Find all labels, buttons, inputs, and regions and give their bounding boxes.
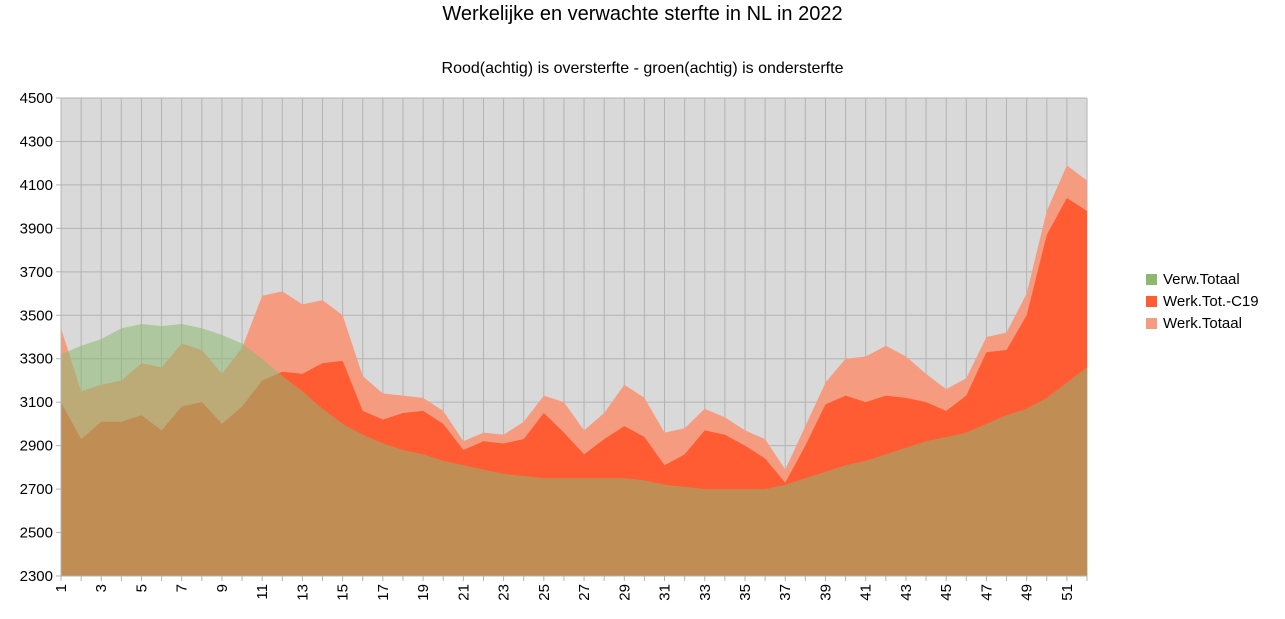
x-tick-label: 19 [415, 584, 432, 601]
x-tick-label: 45 [938, 584, 955, 601]
y-tick-label: 2900 [20, 438, 53, 455]
y-tick-label: 4500 [20, 90, 53, 107]
chart-title: Werkelijke en verwachte sterfte in NL in… [442, 3, 843, 25]
y-tick-label: 2500 [20, 525, 53, 542]
legend-swatch-werk-tot-c19 [1146, 295, 1157, 307]
x-tick-label: 7 [174, 584, 191, 592]
x-tick-label: 17 [375, 584, 392, 601]
chart-subtitle: Rood(achtig) is oversterfte - groen(acht… [441, 60, 844, 77]
legend-swatch-werk-totaal [1146, 317, 1157, 329]
y-tick-label: 3100 [20, 394, 53, 411]
y-tick-label: 4100 [20, 177, 53, 194]
x-tick-label: 1 [53, 584, 70, 592]
x-tick-label: 25 [536, 584, 553, 601]
x-tick-label: 33 [697, 584, 714, 601]
legend-label-werk-totaal: Werk.Totaal [1163, 314, 1242, 332]
y-tick-label: 2700 [20, 481, 53, 498]
legend-item-verw-totaal: Verw.Totaal [1146, 268, 1259, 290]
y-tick-label: 3500 [20, 307, 53, 324]
x-tick-label: 31 [657, 584, 674, 601]
x-tick-label: 37 [777, 584, 794, 601]
series-layer [61, 165, 1087, 576]
x-tick-label: 51 [1059, 584, 1076, 601]
x-tick-label: 49 [1019, 584, 1036, 601]
series-area-verw-totaal [61, 323, 1087, 576]
y-tick-label: 3300 [20, 351, 53, 368]
y-tick-label: 4300 [20, 133, 53, 150]
x-tick-label: 11 [254, 584, 271, 600]
legend-label-verw-totaal: Verw.Totaal [1163, 270, 1240, 288]
legend-label-werk-tot-c19: Werk.Tot.-C19 [1163, 292, 1259, 310]
y-tick-label: 3900 [20, 220, 53, 237]
x-tick-label: 15 [335, 584, 352, 601]
x-tick-label: 3 [93, 584, 110, 592]
legend-item-werk-tot-c19: Werk.Tot.-C19 [1146, 290, 1259, 312]
x-tick-label: 41 [858, 584, 875, 601]
x-tick-label: 43 [898, 584, 915, 601]
y-tick-label: 2300 [20, 568, 53, 585]
x-tick-label: 29 [616, 584, 633, 601]
x-tick-label: 47 [978, 584, 995, 601]
x-tick-label: 21 [455, 584, 472, 601]
x-tick-label: 27 [576, 584, 593, 601]
legend-item-werk-totaal: Werk.Totaal [1146, 312, 1259, 334]
x-tick-label: 39 [817, 584, 834, 601]
x-tick-label: 5 [133, 584, 150, 592]
legend-swatch-verw-totaal [1146, 273, 1157, 285]
legend: Verw.Totaal Werk.Tot.-C19 Werk.Totaal [1146, 268, 1259, 334]
x-tick-label: 9 [214, 584, 231, 592]
x-tick-label: 35 [737, 584, 754, 601]
x-tick-label: 23 [496, 584, 513, 601]
x-tick-label: 13 [294, 584, 311, 601]
y-tick-label: 3700 [20, 264, 53, 281]
axis-layer: 2300 2500 2700 2900 3100 3300 3500 3700 3900 4100… [20, 90, 1088, 601]
